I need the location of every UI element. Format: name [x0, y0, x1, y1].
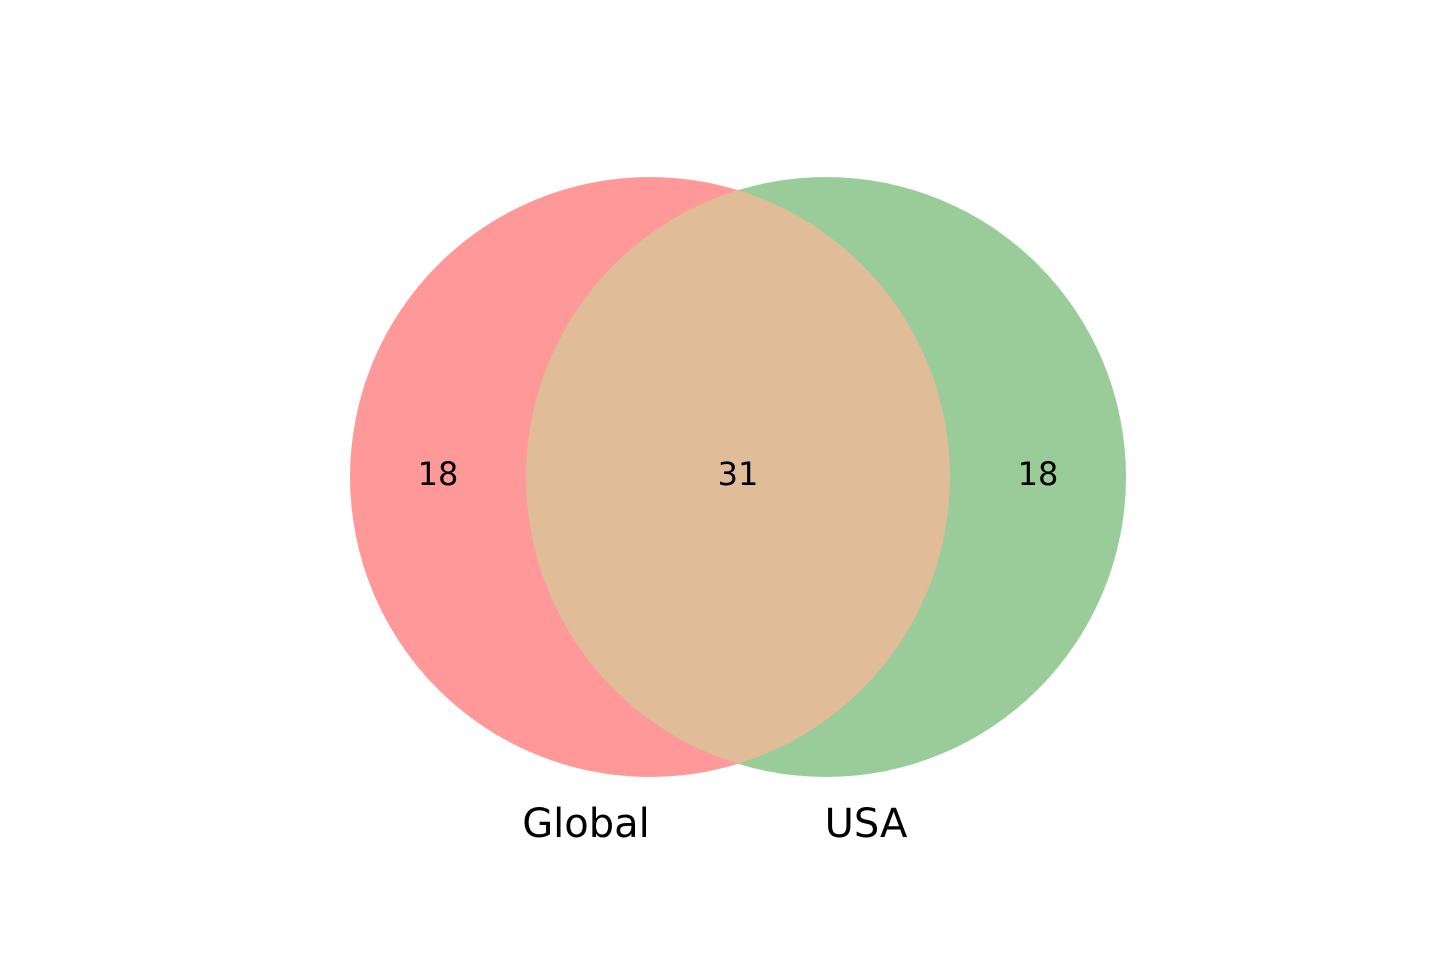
intersection-region	[526, 177, 950, 777]
usa-set-label: USA	[825, 801, 908, 847]
intersection-count: 31	[718, 455, 759, 493]
global-only-count: 18	[418, 455, 459, 493]
global-set-label: Global	[522, 801, 650, 847]
usa-only-count: 18	[1018, 455, 1059, 493]
